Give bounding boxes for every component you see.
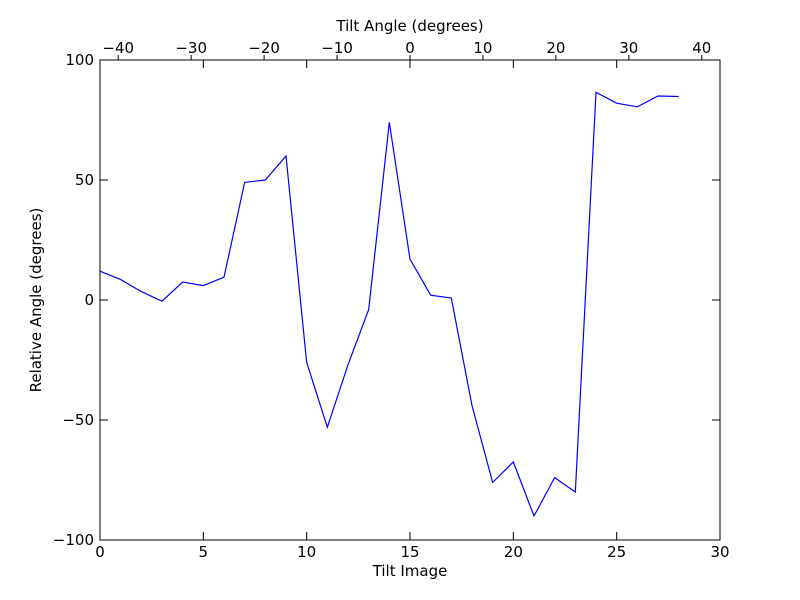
left-y-axis: −100 −50 0 50 100 [53,51,720,549]
x-tick-label: 30 [710,543,729,561]
x2-tick-label: −40 [102,39,134,57]
x2-tick-label: 40 [692,39,711,57]
x-tick-label: 20 [504,543,523,561]
x2-axis-label: Tilt Angle (degrees) [335,17,483,35]
y-tick-label: 0 [84,291,94,309]
series-line [99,91,679,518]
x-tick-label: 25 [607,543,626,561]
y-tick-label: −100 [53,531,94,549]
x2-tick-label: −30 [175,39,207,57]
x2-tick-label: 20 [546,39,565,57]
x2-tick-label: −10 [321,39,353,57]
plot-frame [99,59,721,541]
y-tick-label: −50 [62,411,94,429]
x-tick-label: 5 [199,543,209,561]
top-x-axis: −40 −30 −20 −10 0 10 20 30 40 [102,39,711,60]
y-tick-label: 100 [65,51,94,69]
bottom-x-axis: 0 5 10 15 20 25 30 [95,60,730,561]
y-axis-label: Relative Angle (degrees) [27,208,45,393]
y-tick-label: 50 [75,171,94,189]
x-tick-label: 15 [400,543,419,561]
x-tick-label: 10 [297,543,316,561]
x2-tick-label: −20 [248,39,280,57]
x2-tick-label: 0 [405,39,415,57]
x2-tick-label: 10 [473,39,492,57]
x-tick-label: 0 [95,543,105,561]
x2-tick-label: 30 [619,39,638,57]
x-axis-label: Tilt Image [372,562,448,580]
